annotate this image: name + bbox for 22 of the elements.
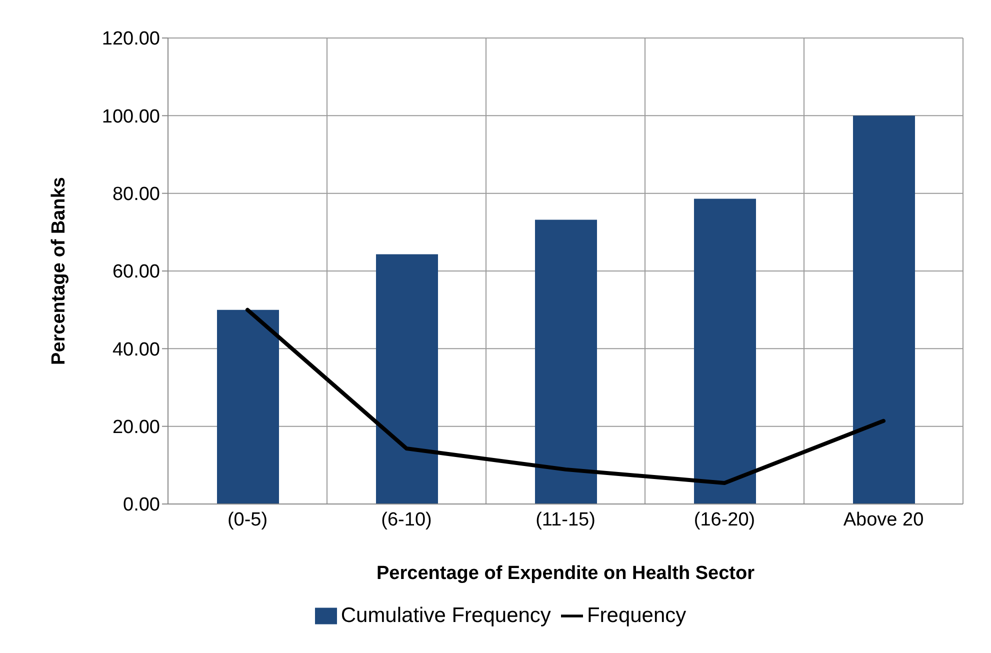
x-tick-label: (6-10) [381, 509, 432, 530]
x-tick-label: (0-5) [227, 509, 268, 530]
bar [853, 116, 915, 504]
y-tick-label: 20.00 [112, 417, 160, 438]
y-tick-label: 0.00 [123, 494, 160, 516]
bar [217, 310, 279, 504]
bar [376, 254, 438, 504]
y-tick-label: 80.00 [112, 184, 160, 206]
y-tick-label: 60.00 [112, 262, 160, 283]
line-series [246, 308, 886, 486]
x-axis-title: Percentage of Expendite on Health Sector [376, 563, 756, 584]
y-axis-title: Percentage of Banks [48, 177, 70, 365]
y-tick-label: 120.00 [102, 28, 160, 50]
legend-label: Frequency [586, 604, 686, 627]
y-tick-label: 40.00 [112, 339, 160, 360]
x-tick-label: (16-20) [694, 509, 756, 530]
legend-label: Cumulative Frequency [340, 604, 551, 627]
bar [694, 198, 756, 504]
bar [535, 220, 597, 504]
y-tick-label: 100.00 [102, 106, 160, 128]
x-tick-label: Above 20 [843, 509, 924, 530]
x-tick-label: (11-15) [536, 509, 596, 530]
